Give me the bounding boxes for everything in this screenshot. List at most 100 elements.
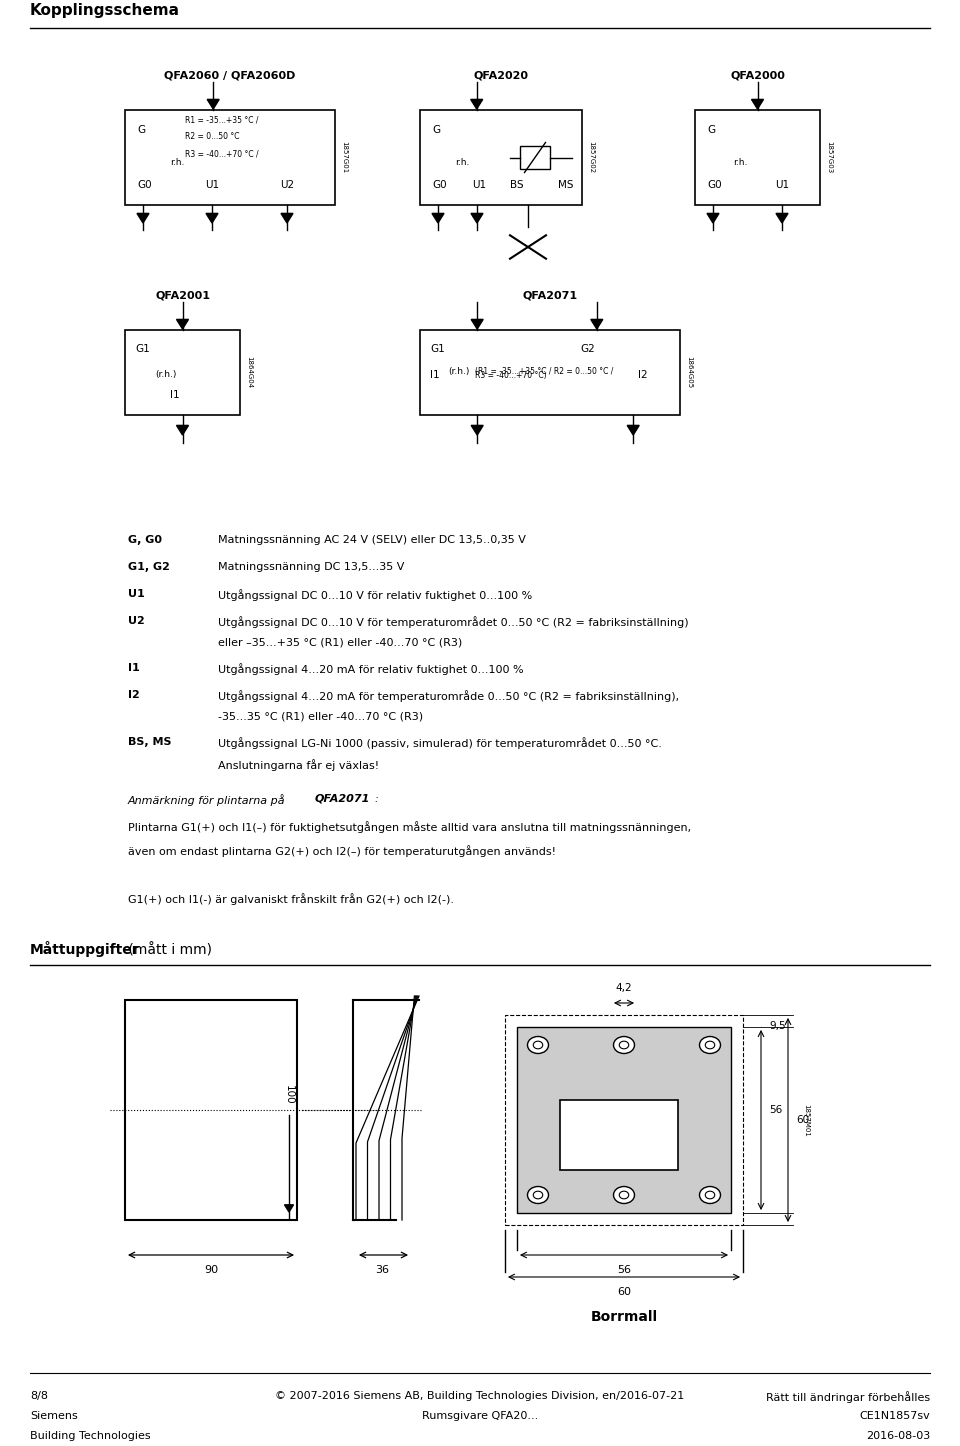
Text: U1: U1 [775, 179, 789, 189]
Text: 4,2: 4,2 [615, 983, 633, 993]
Text: 90: 90 [204, 1265, 218, 1275]
Text: 1857G02: 1857G02 [588, 142, 594, 174]
Text: G0: G0 [707, 179, 722, 189]
Ellipse shape [706, 1041, 715, 1048]
Text: BS, MS: BS, MS [128, 737, 172, 748]
Text: 100: 100 [284, 1086, 294, 1105]
Text: Utgångssignal LG-Ni 1000 (passiv, simulerad) för temperaturområdet 0...50 °C.: Utgångssignal LG-Ni 1000 (passiv, simule… [218, 737, 661, 749]
Text: © 2007-2016 Siemens AB, Building Technologies Division, en/2016-07-21: © 2007-2016 Siemens AB, Building Technol… [276, 1391, 684, 1401]
Text: G: G [137, 124, 145, 134]
Text: QFA2020: QFA2020 [473, 69, 529, 80]
Text: r.h.: r.h. [455, 158, 469, 166]
Text: U1: U1 [472, 179, 486, 189]
Text: Anslutningarna får ej växlas!: Anslutningarna får ej växlas! [218, 759, 379, 771]
Bar [517, 1027, 731, 1213]
Bar [125, 330, 240, 415]
Text: U2: U2 [128, 616, 145, 626]
Text: Kopplingsschema: Kopplingsschema [30, 3, 180, 17]
Text: 9,5: 9,5 [769, 1021, 785, 1031]
Ellipse shape [613, 1037, 635, 1054]
Polygon shape [137, 214, 149, 223]
Bar [505, 1015, 743, 1225]
Polygon shape [206, 214, 218, 223]
Text: R2 = 0...50 °C: R2 = 0...50 °C [185, 132, 239, 142]
Polygon shape [471, 320, 483, 330]
Text: Building Technologies: Building Technologies [30, 1432, 151, 1442]
Ellipse shape [700, 1037, 721, 1054]
Text: 1857G01: 1857G01 [341, 142, 347, 174]
Text: -35...35 °C (R1) eller -40...70 °C (R3): -35...35 °C (R1) eller -40...70 °C (R3) [218, 711, 423, 722]
Text: G: G [707, 124, 715, 134]
Bar [560, 1100, 678, 1170]
Polygon shape [470, 100, 483, 108]
Text: 2016-08-03: 2016-08-03 [866, 1432, 930, 1442]
Text: (r.h.): (r.h.) [448, 367, 469, 376]
Text: 8/8: 8/8 [30, 1391, 48, 1401]
Text: R3 = -40...+70 °C /: R3 = -40...+70 °C / [185, 149, 258, 158]
Text: G0: G0 [432, 179, 446, 189]
Ellipse shape [619, 1041, 629, 1048]
Text: Utgångssignal 4...20 mA för temperaturområde 0...50 °C (R2 = fabriksinställning): Utgångssignal 4...20 mA för temperaturom… [218, 690, 679, 701]
Bar [125, 1001, 297, 1220]
Text: U1: U1 [205, 179, 219, 189]
Text: 60: 60 [796, 1115, 809, 1125]
Text: I2: I2 [128, 690, 140, 700]
Text: (mått i mm): (mått i mm) [124, 943, 212, 957]
Text: G1: G1 [135, 344, 150, 354]
Polygon shape [752, 100, 763, 108]
Text: G1(+) och I1(-) är galvaniskt frånskilt från G2(+) och I2(-).: G1(+) och I1(-) är galvaniskt frånskilt … [128, 894, 454, 905]
Bar [695, 110, 820, 205]
Polygon shape [207, 100, 219, 108]
Text: Plintarna G1(+) och I1(–) för fuktighetsutgången måste alltid vara anslutna till: Plintarna G1(+) och I1(–) för fuktighets… [128, 821, 691, 833]
Text: :: : [374, 794, 377, 804]
Polygon shape [432, 214, 444, 223]
Text: U1: U1 [128, 589, 145, 599]
Polygon shape [177, 425, 188, 435]
Polygon shape [284, 1205, 294, 1212]
Text: G2: G2 [580, 344, 595, 354]
Text: MS: MS [558, 179, 573, 189]
Polygon shape [471, 425, 483, 435]
Text: QFA2001: QFA2001 [155, 291, 210, 299]
Text: 60: 60 [617, 1287, 631, 1297]
Text: eller –35...+35 °C (R1) eller -40...70 °C (R3): eller –35...+35 °C (R1) eller -40...70 °… [218, 638, 463, 648]
Text: Måttuppgifter: Måttuppgifter [30, 941, 139, 957]
Bar [420, 110, 582, 205]
Text: Utgångssignal DC 0...10 V för temperaturområdet 0...50 °C (R2 = fabriksinställni: Utgångssignal DC 0...10 V för temperatur… [218, 616, 688, 628]
Text: QFA2071: QFA2071 [522, 291, 578, 299]
Text: QFA2060 / QFA2060D: QFA2060 / QFA2060D [164, 69, 296, 80]
Polygon shape [707, 214, 719, 223]
Text: 36: 36 [375, 1265, 389, 1275]
Text: r.h.: r.h. [733, 158, 748, 166]
Polygon shape [590, 320, 603, 330]
Text: QFA2071: QFA2071 [315, 794, 371, 804]
Ellipse shape [700, 1187, 721, 1203]
Text: I2: I2 [638, 370, 648, 380]
Text: Matningssпänning AC 24 V (SELV) eller DC 13,5..0,35 V: Matningssпänning AC 24 V (SELV) eller DC… [218, 535, 526, 545]
Text: r.h.: r.h. [170, 158, 184, 166]
Text: Anmärkning för plintarna på: Anmärkning för plintarna på [128, 794, 289, 805]
Text: 1864G05: 1864G05 [686, 356, 692, 389]
Text: 56: 56 [769, 1105, 782, 1115]
Text: (r.h.): (r.h.) [155, 370, 177, 379]
Text: R1 = -35...+35 °C /: R1 = -35...+35 °C / [185, 116, 258, 124]
Ellipse shape [527, 1037, 548, 1054]
Polygon shape [281, 214, 293, 223]
Ellipse shape [527, 1187, 548, 1203]
Text: I1: I1 [128, 664, 140, 672]
Text: Matningssпänning DC 13,5...35 V: Matningssпänning DC 13,5...35 V [218, 562, 404, 573]
Text: G0: G0 [137, 179, 152, 189]
Text: G, G0: G, G0 [128, 535, 162, 545]
Text: även om endast plintarna G2(+) och I2(–) för temperaturutgången används!: även om endast plintarna G2(+) och I2(–)… [128, 844, 556, 857]
Bar [520, 146, 550, 169]
Text: G1, G2: G1, G2 [128, 562, 170, 573]
Polygon shape [177, 320, 188, 330]
Text: U2: U2 [280, 179, 294, 189]
Text: Utgångssignal DC 0...10 V för relativ fuktighet 0...100 %: Utgångssignal DC 0...10 V för relativ fu… [218, 589, 532, 602]
Text: Utgångssignal 4...20 mA för relativ fuktighet 0...100 %: Utgångssignal 4...20 mA för relativ fukt… [218, 664, 523, 675]
Text: 1864G04: 1864G04 [246, 356, 252, 389]
Text: (R1 = -35...+35 °C / R2 = 0...50 °C /: (R1 = -35...+35 °C / R2 = 0...50 °C / [475, 367, 613, 376]
Polygon shape [471, 214, 483, 223]
Ellipse shape [619, 1192, 629, 1199]
Text: G: G [432, 124, 440, 134]
